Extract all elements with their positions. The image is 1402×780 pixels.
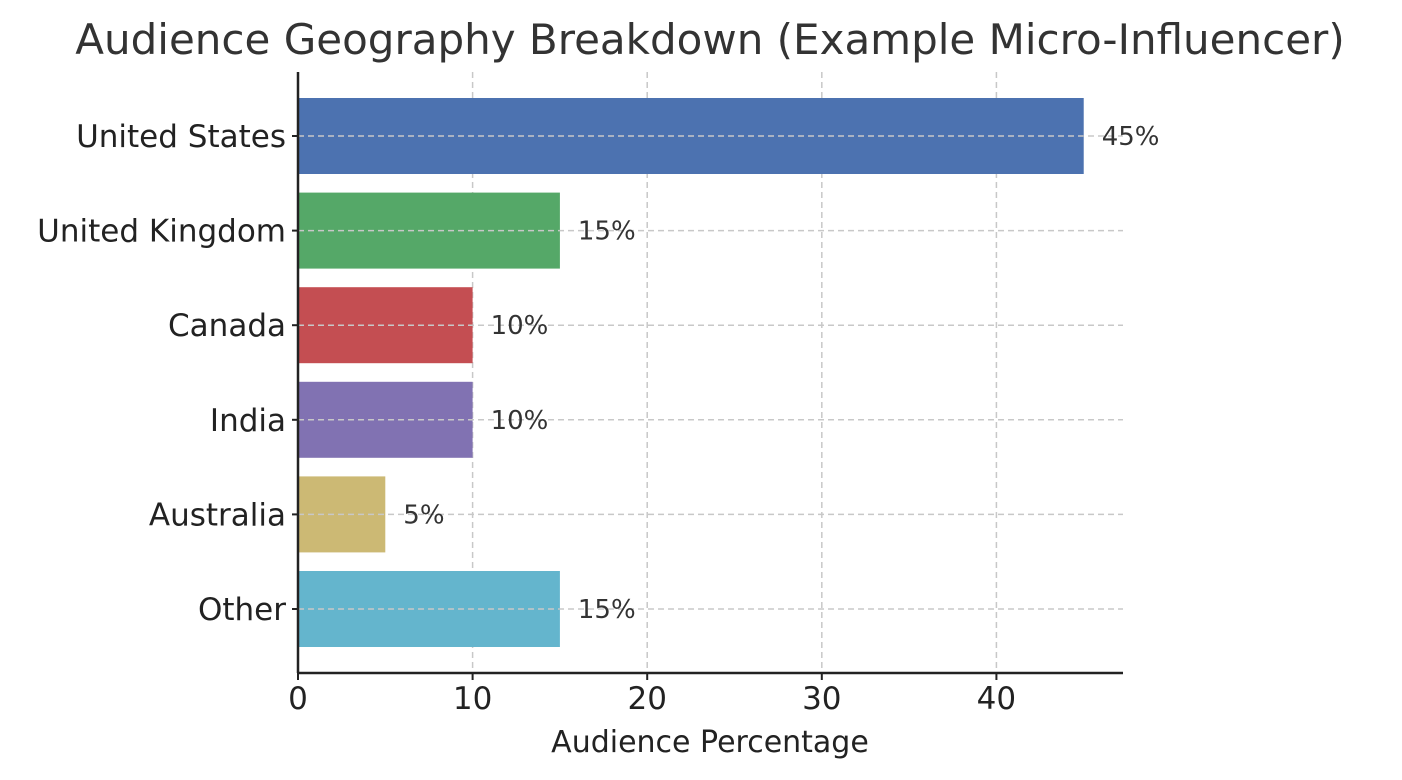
data-labels: 45% 15% 10% 10% 5% 15% [403, 122, 1159, 625]
category-label: United States [76, 119, 286, 155]
x-tick-label: 20 [627, 681, 666, 717]
data-label: 15% [578, 217, 636, 247]
data-label: 15% [578, 595, 636, 625]
chart-title: Audience Geography Breakdown (Example Mi… [75, 15, 1344, 64]
x-tick-label: 40 [977, 681, 1016, 717]
data-label: 5% [403, 500, 444, 530]
bar [298, 381, 473, 458]
category-label: United Kingdom [37, 214, 286, 250]
category-label: Canada [168, 308, 286, 344]
axes: United States United Kingdom Canada India Au… [37, 72, 1123, 717]
category-label: Australia [149, 497, 286, 533]
bars [298, 98, 1084, 647]
data-label: 10% [491, 406, 549, 436]
category-label: Other [198, 592, 286, 628]
x-tick-label: 10 [453, 681, 492, 717]
x-tick-label: 0 [288, 681, 308, 717]
x-tick-label: 30 [802, 681, 841, 717]
data-label: 10% [491, 311, 549, 341]
data-label: 45% [1102, 122, 1160, 152]
x-axis-label: Audience Percentage [551, 725, 869, 760]
bar [298, 287, 473, 364]
category-label: India [210, 403, 286, 439]
